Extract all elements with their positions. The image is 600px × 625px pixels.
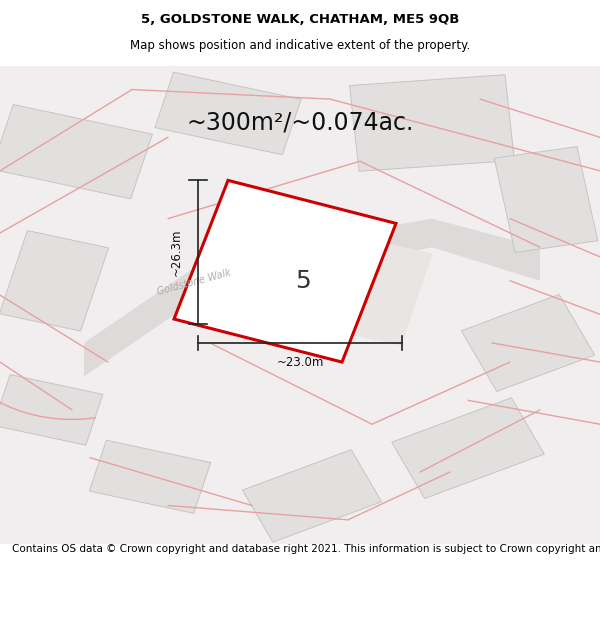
Polygon shape: [350, 75, 514, 171]
Polygon shape: [89, 440, 211, 513]
Text: Contains OS data © Crown copyright and database right 2021. This information is : Contains OS data © Crown copyright and d…: [12, 544, 600, 554]
Polygon shape: [227, 216, 433, 346]
Text: Map shows position and indicative extent of the property.: Map shows position and indicative extent…: [130, 39, 470, 52]
Text: 5, GOLDSTONE WALK, CHATHAM, ME5 9QB: 5, GOLDSTONE WALK, CHATHAM, ME5 9QB: [141, 13, 459, 26]
Polygon shape: [0, 104, 152, 199]
Text: 5: 5: [295, 269, 311, 292]
Polygon shape: [461, 294, 595, 391]
Polygon shape: [0, 374, 103, 445]
Polygon shape: [242, 450, 382, 542]
Polygon shape: [155, 72, 301, 155]
Text: ~300m²/~0.074ac.: ~300m²/~0.074ac.: [187, 111, 413, 135]
Polygon shape: [174, 181, 396, 362]
Polygon shape: [0, 231, 109, 331]
Polygon shape: [84, 219, 540, 376]
Text: ~23.0m: ~23.0m: [277, 356, 323, 369]
Polygon shape: [494, 147, 598, 253]
Polygon shape: [392, 398, 544, 499]
Text: Goldstone Walk: Goldstone Walk: [156, 268, 232, 297]
Text: ~26.3m: ~26.3m: [170, 228, 183, 276]
